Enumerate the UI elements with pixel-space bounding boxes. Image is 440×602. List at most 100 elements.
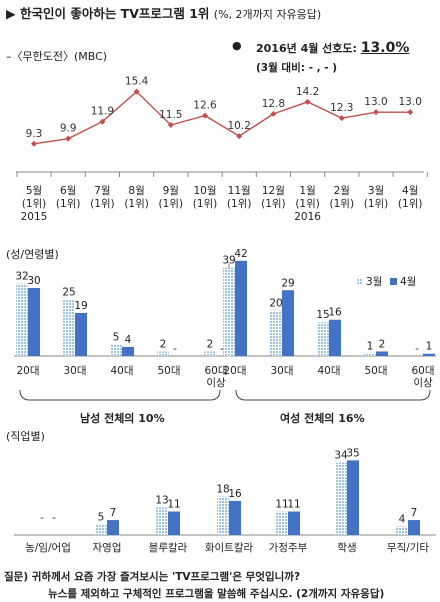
trend-value-label: 13.0 xyxy=(399,96,422,108)
occupation-category-label: 자영업 xyxy=(93,541,122,554)
trend-value-label: 12.6 xyxy=(193,100,217,112)
bar-value-label: 13 xyxy=(155,494,168,506)
age-category-label: 20대 xyxy=(16,365,39,377)
bar-value-label: 1 xyxy=(426,341,433,353)
trend-value-label: 10.2 xyxy=(228,120,251,132)
bar-value-label: 32 xyxy=(15,270,28,282)
rank-label: 2016년 4월 선호도: xyxy=(256,42,357,55)
question-line-1: 질문) 귀하께서 요즘 가장 즐겨보시는 'TV프로그램'은 무엇입니까? xyxy=(4,571,301,583)
bar-value-label: 7 xyxy=(110,507,117,519)
bar-value-label: - xyxy=(220,343,224,355)
occupation-chart: - -농/임/어업5 7자영업1311블루칼라1816화이트칼라1111가정주부34… xyxy=(14,447,436,554)
question-line-2: 뉴스를 제외하고 구체적인 프로그램을 말씀해 주십시오. (2개까지 자유응답… xyxy=(48,588,385,600)
trend-point xyxy=(270,110,277,117)
bar-april xyxy=(75,312,87,356)
bar-value-label: 15 xyxy=(316,309,329,321)
trend-value-label: 13.0 xyxy=(364,96,387,108)
bar-value-label: 2 xyxy=(379,338,386,350)
trend-x-tick-label: 7월 (1위) xyxy=(90,185,115,210)
age-category-label: 20대 xyxy=(223,365,246,377)
bar-march xyxy=(276,511,288,535)
trend-point xyxy=(373,109,379,116)
trend-value-label: 9.9 xyxy=(60,123,77,135)
occupation-category-label: 블루칼라 xyxy=(149,541,188,554)
bar-value-label: 5 xyxy=(98,511,105,523)
trend-x-tick-label: 12월 (1위) xyxy=(261,185,286,210)
bar-value-label: 30 xyxy=(27,275,40,287)
female-bracket xyxy=(235,389,431,401)
bar-march xyxy=(110,344,122,356)
bar-value-label: 11 xyxy=(275,499,288,511)
bar-value-label: 25 xyxy=(62,286,75,298)
trend-x-tick-label: 9월 (1위) xyxy=(159,185,184,210)
trend-point xyxy=(133,88,140,95)
rank-text: 2016년 4월 선호도: 13.0% xyxy=(256,40,409,56)
bar-value-label: 29 xyxy=(281,277,294,289)
bar-march xyxy=(156,507,168,535)
trend-value-label: 12.8 xyxy=(262,98,285,110)
rank-change: (3월 대비: - , - ) xyxy=(256,62,338,74)
bar-april xyxy=(376,351,388,356)
trend-point xyxy=(99,118,106,125)
trend-x-tick-label: 5월 (1위) 2015 xyxy=(21,185,48,223)
male-bracket xyxy=(19,389,221,401)
bar-value-label: 2 xyxy=(160,338,167,350)
bar-value-label: 20 xyxy=(269,298,282,310)
bar-value-label: 4 xyxy=(399,513,406,525)
trend-value-label: 12.3 xyxy=(330,102,353,114)
bar-value-label: 16 xyxy=(328,307,342,319)
page-title-main: ▶ 한국인이 좋아하는 TV프로그램 1위 xyxy=(6,6,210,21)
age-category-label: 30대 xyxy=(270,365,293,377)
bar-april xyxy=(235,260,247,356)
bar-value-label: 42 xyxy=(234,248,247,260)
bar-april xyxy=(329,319,341,356)
bar-value-label: - xyxy=(173,343,177,355)
bar-march xyxy=(95,524,107,535)
bar-april xyxy=(408,520,420,535)
bar-april xyxy=(423,353,435,356)
trend-value-label: 14.2 xyxy=(296,86,319,98)
age-category-label: 30대 xyxy=(63,365,86,377)
male-total: 남성 전체의 10% xyxy=(80,412,165,425)
occupation-category-label: 학생 xyxy=(337,542,356,554)
trend-value-label: 15.4 xyxy=(125,76,149,88)
bar-value-label: 18 xyxy=(216,484,229,496)
bar-value-label: 11 xyxy=(167,499,180,511)
bar-march xyxy=(223,267,235,356)
legend-swatch-april xyxy=(390,278,397,285)
bar-value-label: 5 xyxy=(113,332,120,344)
age-category-label: 40대 xyxy=(317,365,340,377)
bar-april xyxy=(288,511,300,535)
bar-april xyxy=(28,288,40,356)
bar-value-label: 16 xyxy=(228,488,242,500)
page-subtitle: (%, 2개까지 자유응답) xyxy=(213,8,322,21)
trend-series-line xyxy=(33,90,411,145)
bar-april xyxy=(168,511,180,535)
rank-value: 13.0% xyxy=(360,40,410,56)
bar-march xyxy=(317,322,329,356)
bar-value-label: - xyxy=(40,512,44,524)
bar-march xyxy=(396,526,408,535)
occupation-category-label: 가정주부 xyxy=(269,542,308,554)
bar-april xyxy=(347,460,359,535)
section-occupation: (직업별) xyxy=(6,430,45,443)
bar-april xyxy=(229,500,241,535)
trend-point xyxy=(65,135,72,142)
trend-chart: 5월 (1위) 2015 6월 (1위) 7월 (1위) 8월 (1위) 9월 (1위) 10월 (1위… xyxy=(16,76,428,223)
trend-x-tick-label: 11월 (1위) xyxy=(227,185,252,210)
occupation-category-label: 농/임/어업 xyxy=(25,541,71,554)
trend-value-label: 11.9 xyxy=(91,106,114,118)
bar-april xyxy=(282,290,294,356)
bar-value-label: 39 xyxy=(222,255,235,267)
trend-x-tick-label: 4월 (1위) xyxy=(398,185,423,210)
bar-march xyxy=(16,283,28,356)
trend-series-label: –〈무한도전〉(MBC) xyxy=(6,50,108,63)
bar-march xyxy=(364,353,376,356)
bar-april xyxy=(122,346,134,356)
age-category-label: 60대 이상 xyxy=(411,365,434,389)
bar-value-label: 1 xyxy=(367,341,374,353)
bar-april xyxy=(107,520,119,535)
bar-value-label: 34 xyxy=(334,449,348,461)
